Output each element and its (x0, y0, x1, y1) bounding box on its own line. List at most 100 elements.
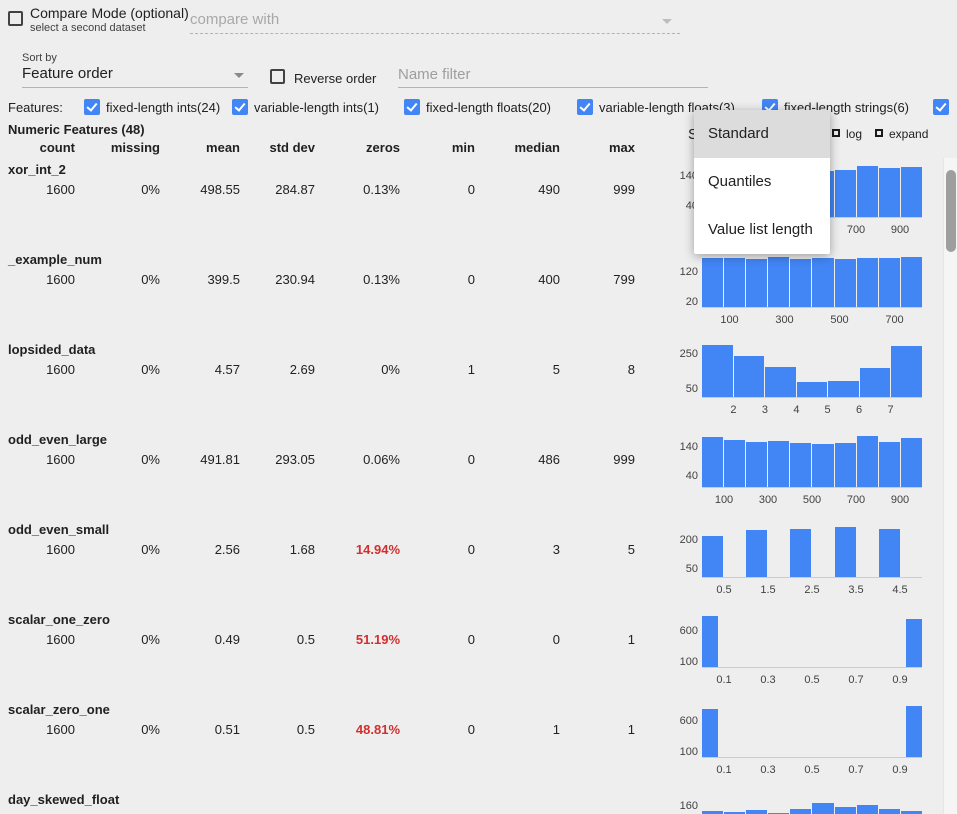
y-tick-label: 50 (685, 562, 698, 575)
column-header-min: min (451, 140, 475, 155)
x-tick-label: 4.5 (892, 584, 908, 596)
chevron-down-icon (234, 73, 244, 78)
x-tick-label: 0.5 (804, 764, 820, 776)
x-tick-label: 6 (856, 404, 863, 416)
histogram-bar (900, 438, 922, 487)
x-tick-label: 0.9 (892, 764, 908, 776)
compare-mode-checkbox[interactable] (8, 11, 23, 26)
y-tick-label: 100 (679, 745, 698, 758)
stat-zeros: 48.81% (355, 722, 400, 737)
histogram-bar (765, 367, 796, 397)
feature-type-checkbox[interactable] (404, 99, 420, 115)
log-checkbox[interactable] (832, 129, 840, 137)
compare-with-select[interactable]: compare with (190, 8, 680, 34)
histogram-bar (733, 356, 765, 397)
histogram-x-axis: 0.1 0.3 0.5 0.7 0.9 (702, 674, 922, 688)
compare-mode-sublabel: select a second dataset (30, 22, 146, 34)
numeric-features-title: Numeric Features (48) (8, 122, 145, 137)
stat-missing: 0% (141, 362, 160, 377)
histogram-bar (878, 442, 900, 487)
stat-min: 0 (467, 632, 475, 647)
y-tick-label: 50 (685, 383, 698, 396)
y-tick-label: 120 (679, 265, 698, 278)
feature-type-checkbox[interactable] (577, 99, 593, 115)
histogram-bar (790, 443, 812, 487)
y-tick-label: 40 (685, 470, 698, 483)
stat-min: 0 (467, 182, 475, 197)
scrollbar-thumb[interactable] (946, 170, 956, 252)
feature-type-checkbox[interactable] (933, 99, 949, 115)
x-tick-label: 5 (824, 404, 831, 416)
menu-item-standard[interactable]: Standard (694, 110, 830, 158)
stat-count: 1600 (46, 542, 75, 557)
histogram-bar (812, 444, 834, 487)
histogram-bar (724, 440, 746, 487)
sort-by-label: Sort by (22, 52, 57, 64)
feature-type-checkbox[interactable] (232, 99, 248, 115)
stat-zeros: 0% (381, 362, 400, 377)
y-tick-label: 140 (679, 170, 698, 182)
histogram-plot (702, 612, 922, 668)
histogram-bar (768, 441, 790, 487)
stat-mean: 2.56 (214, 542, 240, 557)
expand-label: expand (889, 127, 929, 141)
histogram-bar (834, 259, 856, 307)
stat-std-dev: 0.5 (296, 722, 315, 737)
histogram-bar (746, 810, 768, 814)
feature-name: xor_int_2 (8, 162, 66, 177)
column-header-count: count (39, 140, 75, 155)
feature-type-checkbox[interactable] (84, 99, 100, 115)
histogram-bar (702, 536, 724, 577)
histogram-plot (702, 792, 922, 814)
vertical-scrollbar[interactable] (943, 158, 957, 814)
histogram-bar (900, 257, 922, 307)
feature-name: lopsided_data (8, 342, 96, 357)
stat-max: 8 (627, 362, 635, 377)
y-tick-label: 200 (679, 534, 698, 547)
histogram-bar (828, 381, 859, 397)
feature-stats: 1600 0% 498.55 284.87 0.13% 0 490 999 (0, 182, 635, 197)
x-tick-label: 300 (775, 314, 794, 326)
stat-count: 1600 (46, 182, 75, 197)
stat-max: 5 (627, 542, 635, 557)
stat-std-dev: 230.94 (275, 272, 315, 287)
x-tick-label: 3.5 (848, 584, 864, 596)
stat-mean: 0.51 (214, 722, 240, 737)
histogram-bar (790, 259, 812, 307)
stat-mean: 498.55 (200, 182, 240, 197)
histogram-bar (878, 529, 900, 577)
histogram-bar (812, 258, 834, 307)
histogram-bar (856, 166, 878, 217)
x-tick-label: 700 (885, 314, 904, 326)
feature-histogram: 600 100 0.1 0.3 0.5 0.7 0.9 (660, 612, 922, 692)
x-tick-label: 0.5 (716, 584, 732, 596)
feature-row: scalar_one_zero 1600 0% 0.49 0.5 51.19% 0 0 1 600… (0, 608, 943, 698)
histogram-x-axis: 0.5 1.5 2.5 3.5 4.5 (702, 584, 922, 598)
expand-checkbox[interactable] (875, 129, 883, 137)
menu-item-value-list-length[interactable]: Value list length (708, 221, 813, 238)
reverse-order-checkbox[interactable] (270, 69, 285, 84)
stat-max: 999 (613, 452, 635, 467)
x-tick-label: 500 (830, 314, 849, 326)
histogram-bar (856, 805, 878, 814)
sort-by-select[interactable]: Feature order (22, 62, 248, 88)
histogram-bar (878, 258, 900, 307)
x-tick-label: 100 (720, 314, 739, 326)
stat-max: 1 (627, 722, 635, 737)
x-tick-label: 500 (802, 494, 822, 506)
menu-item-quantiles[interactable]: Quantiles (708, 173, 772, 190)
histogram-bar (891, 346, 923, 397)
column-header-mean: mean (206, 140, 240, 155)
name-filter-input[interactable] (398, 62, 708, 88)
x-tick-label: 0.7 (848, 764, 864, 776)
histogram-bar (900, 811, 922, 814)
stat-min: 0 (467, 542, 475, 557)
feature-row: _example_num 1600 0% 399.5 230.94 0.13% 0 400 79… (0, 248, 943, 338)
log-label: log (846, 127, 863, 141)
feature-histogram: 160 (660, 792, 922, 814)
histogram-bar (812, 803, 834, 814)
stat-median: 400 (538, 272, 560, 287)
y-tick-label: 140 (679, 441, 698, 454)
feature-stats: 1600 0% 0.49 0.5 51.19% 0 0 1 (0, 632, 635, 647)
